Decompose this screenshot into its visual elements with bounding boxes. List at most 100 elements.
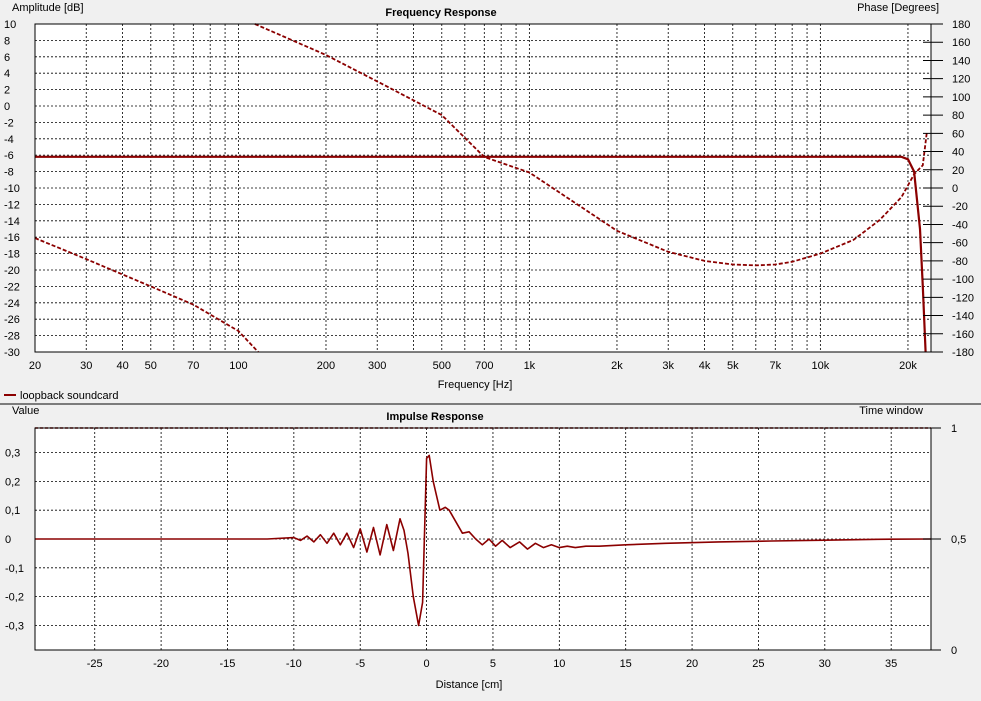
fr-x-tick-label: 500 [433,360,451,372]
fr-y-tick-labels: 10 8 6 4 2 0 -2 -4 -6 -8 -10 -12 -14 -16 -18 -20 -22 -24 -… [4,19,20,359]
fr-y-tick-label: -24 [4,298,20,310]
fr-y-tick-label: -28 [4,331,20,343]
fr-x-tick-label: 2k [611,360,623,372]
ir-x-tick-label: 30 [819,658,831,670]
fr-phase-line [34,237,259,353]
ir-x-tick-label: 20 [686,658,698,670]
fr-y-tick-label: -20 [4,265,20,277]
ir-x-tick-labels: -25 -20 -15 -10 -5 0 5 10 15 20 25 30 35 [87,658,898,670]
fr-y2-tick-label: -80 [952,256,968,268]
fr-y2-tick-label: -160 [952,329,974,341]
fr-y-tick-label: -6 [4,150,14,162]
fr-x-tick-label: 4k [699,360,711,372]
fr-x-tick-label: 20 [29,360,41,372]
ir-y2-tick-label: 0 [951,645,957,657]
fr-amplitude-line [35,155,927,353]
ir-impulse-line [35,454,932,627]
fr-y-tick-label: 0 [4,101,10,113]
fr-x-tick-label: 30 [80,360,92,372]
ir-y-tick-label: 0,3 [5,448,20,460]
ir-chart-title: Impulse Response [386,411,483,423]
fr-x-axis-label: Frequency [Hz] [438,379,513,391]
fr-y2-tick-label: -60 [952,238,968,250]
fr-x-tick-label: 10k [811,360,829,372]
ir-y2-tick-labels: 10,50 [923,423,966,657]
fr-y-tick-label: 8 [4,35,10,47]
ir-y2-tick-label: 0,5 [951,534,966,546]
ir-x-tick-label: 25 [752,658,764,670]
fr-x-tick-label: 20k [899,360,917,372]
ir-x-tick-label: 35 [885,658,897,670]
fr-x-tick-label: 5k [727,360,739,372]
fr-x-tick-label: 40 [116,360,128,372]
fr-x-tick-label: 100 [229,360,247,372]
fr-y2-tick-label: 120 [952,74,970,86]
ir-y-tick-label: 0,1 [5,505,20,517]
fr-x-tick-labels: 20 30 40 50 70 100 200 300 500 700 1k 2k 3k 4k 5k 7k 10k… [29,360,917,372]
fr-x-tick-label: 700 [475,360,493,372]
frequency-response-panel: 1086420-2-4-6-8-10-12-14-16-18-20-22-24-… [4,2,974,391]
ir-y-tick-labels: 0,3 0,2 0,1 0 -0,1 -0,2 -0,3 [5,448,24,633]
ir-y-tick-label: -0,1 [5,563,24,575]
fr-x-tick-label: 200 [317,360,335,372]
fr-y2-tick-label: 40 [952,147,964,159]
ir-y-tick-label: 0 [5,534,11,546]
ir-x-tick-label: -25 [87,658,103,670]
ir-x-tick-label: 5 [490,658,496,670]
fr-y2-tick-label: 80 [952,110,964,122]
fr-y-tick-label: -2 [4,117,14,129]
fr-y2-tick-label: -100 [952,274,974,286]
fr-y2-tick-label: -140 [952,311,974,323]
fr-y-tick-label: -12 [4,199,20,211]
ir-y-axis-label: Value [12,405,39,417]
fr-y-tick-label: 4 [4,68,10,80]
ir-y-tick-label: -0,2 [5,592,24,604]
ir-y2-axis-label: Time window [859,405,923,417]
fr-x-tick-label: 7k [769,360,781,372]
ir-x-tick-label: -20 [153,658,169,670]
fr-y2-tick-label: -120 [952,292,974,304]
fr-x-tick-label: 3k [662,360,674,372]
fr-y2-tick-label: -180 [952,347,974,359]
fr-y-tick-label: -22 [4,281,20,293]
fr-y-tick-label: 6 [4,52,10,64]
fr-y2-tick-labels: 180 160 140 120 100 80 60 40 20 0 -20 -40 -60 -80 -100… [923,19,974,359]
ir-x-axis-label: Distance [cm] [436,679,503,691]
fr-y2-axis-label: Phase [Degrees] [857,2,939,14]
fr-y2-tick-label: 0 [952,183,958,195]
ir-x-tick-label: 15 [620,658,632,670]
fr-y-tick-label: -30 [4,347,20,359]
fr-series [34,23,928,353]
fr-y2-tick-label: 160 [952,37,970,49]
impulse-response-panel: 0,30,20,10-0,1-0,2-0,3 10,50 -25 -20 -15 -1… [5,405,966,691]
ir-y-tick-label: -0,3 [5,620,24,632]
ir-x-tick-label: 10 [553,658,565,670]
fr-y2-tick-label: 100 [952,92,970,104]
fr-y-tick-label: -14 [4,216,20,228]
ir-x-tick-label: -15 [220,658,236,670]
ir-y-tick-label: 0,2 [5,476,20,488]
ir-x-tick-label: 0 [424,658,430,670]
ir-y2-tick-label: 1 [951,423,957,435]
fr-y2-tick-label: -40 [952,219,968,231]
fr-y-tick-label: 10 [4,19,16,31]
fr-y2-tick-label: 180 [952,19,970,31]
fr-y-tick-label: -8 [4,167,14,179]
ir-x-tick-label: -10 [286,658,302,670]
ir-x-tick-label: -5 [355,658,365,670]
legend[interactable]: loopback soundcard [4,390,118,402]
fr-x-tick-label: 300 [368,360,386,372]
fr-y-tick-label: -16 [4,232,20,244]
fr-phase-line [254,23,928,267]
fr-x-tick-label: 50 [145,360,157,372]
fr-y-tick-label: -4 [4,134,14,146]
fr-y2-tick-label: 60 [952,128,964,140]
fr-chart-title: Frequency Response [385,7,496,19]
fr-y-tick-label: -26 [4,314,20,326]
fr-y2-tick-label: -20 [952,201,968,213]
fr-y-axis-label: Amplitude [dB] [12,2,84,14]
legend-entry-loopback-soundcard: loopback soundcard [20,390,118,402]
fr-y2-tick-label: 20 [952,165,964,177]
fr-y-tick-label: -10 [4,183,20,195]
